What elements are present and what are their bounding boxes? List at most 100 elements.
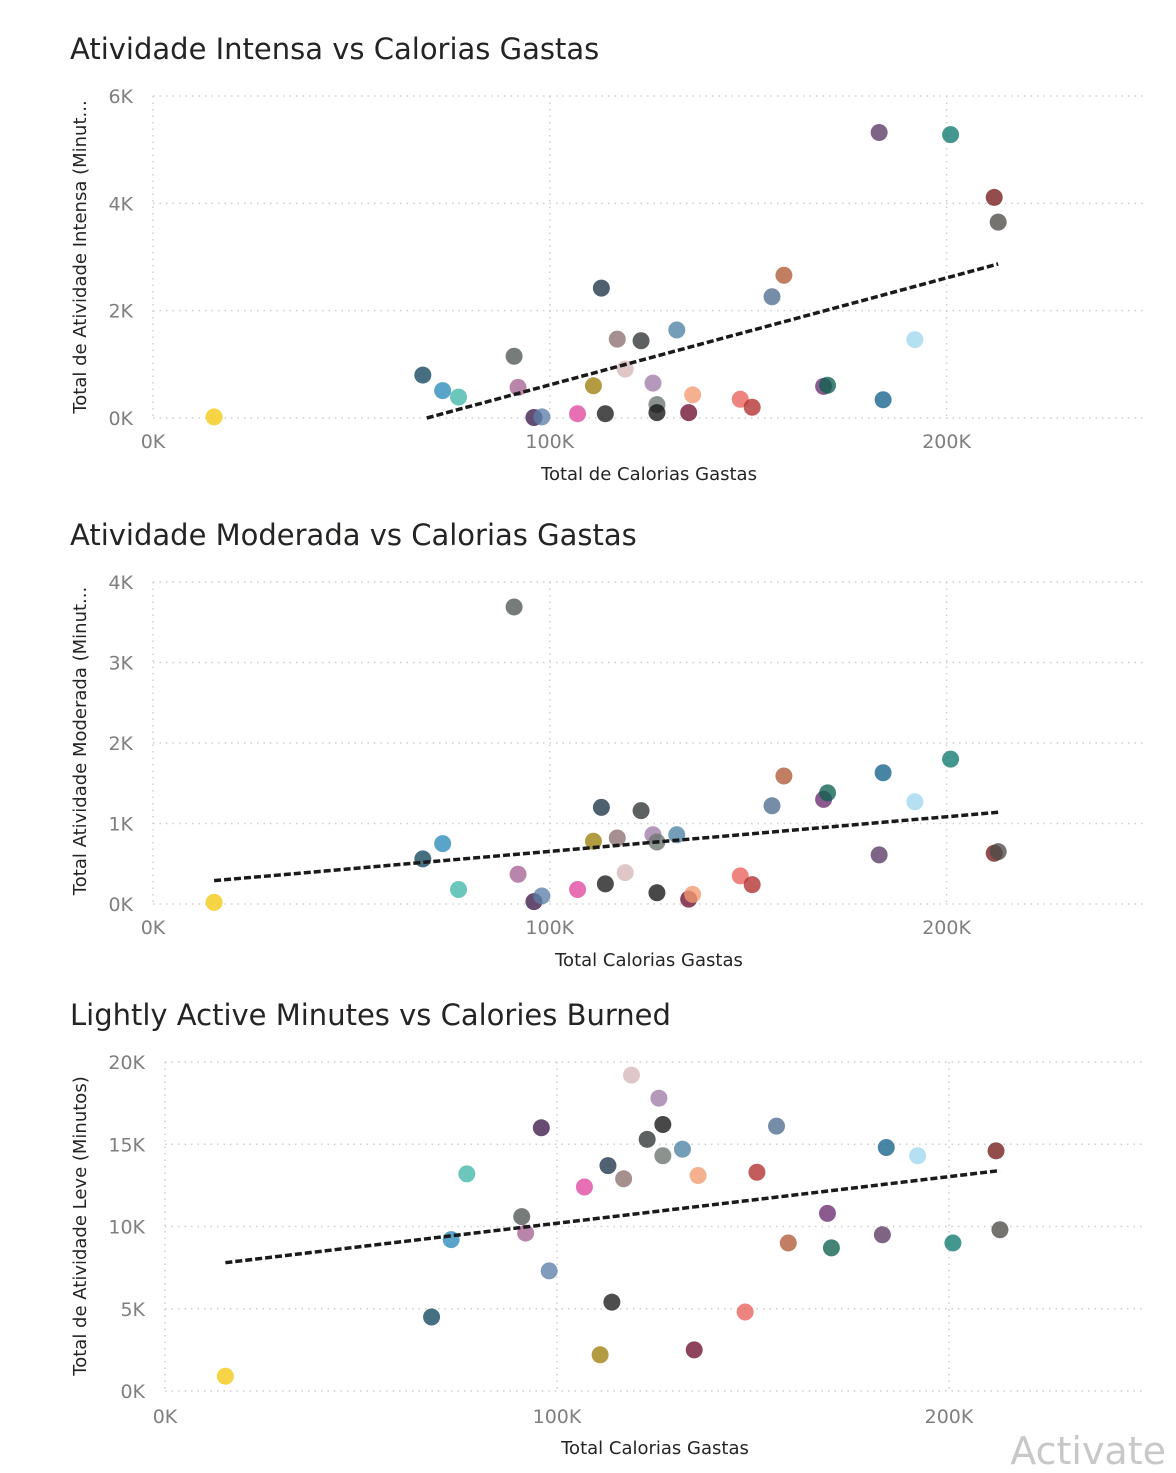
scatter-point[interactable] xyxy=(434,835,452,853)
scatter-point[interactable] xyxy=(648,404,666,422)
scatter-point[interactable] xyxy=(775,767,793,785)
scatter-point[interactable] xyxy=(689,1167,707,1185)
scatter-point[interactable] xyxy=(205,893,223,911)
scatter-point[interactable] xyxy=(216,1367,234,1385)
scatter-point[interactable] xyxy=(818,1204,836,1222)
scatter-point[interactable] xyxy=(736,1303,754,1321)
y-tick-label: 2K xyxy=(108,301,133,323)
scatter-point[interactable] xyxy=(987,1142,1005,1160)
intense-activity-chart: Atividade Intensa vs Calorias Gastas 0K 2… xyxy=(0,0,1176,490)
scatter-point[interactable] xyxy=(517,1224,535,1242)
scatter-point[interactable] xyxy=(596,405,614,423)
scatter-point[interactable] xyxy=(874,391,892,409)
scatter-point[interactable] xyxy=(569,881,587,899)
scatter-point[interactable] xyxy=(775,266,793,284)
scatter-point[interactable] xyxy=(685,1341,703,1359)
scatter-point[interactable] xyxy=(731,867,749,885)
scatter-point[interactable] xyxy=(906,793,924,811)
scatter-point[interactable] xyxy=(414,850,432,868)
scatter-point[interactable] xyxy=(991,1221,1009,1239)
scatter-point[interactable] xyxy=(743,398,761,416)
scatter-point[interactable] xyxy=(748,1163,766,1181)
x-tick-label: 0K xyxy=(141,431,166,453)
scatter-point[interactable] xyxy=(450,388,468,406)
scatter-point[interactable] xyxy=(505,598,523,616)
scatter-point[interactable] xyxy=(942,750,960,768)
scatter-point[interactable] xyxy=(608,330,626,348)
scatter-point[interactable] xyxy=(768,1117,786,1135)
scatter-point[interactable] xyxy=(874,764,892,782)
scatter-point[interactable] xyxy=(684,386,702,404)
scatter-point[interactable] xyxy=(819,784,837,802)
scatter-point[interactable] xyxy=(569,405,587,423)
scatter-point[interactable] xyxy=(434,382,452,400)
scatter-point[interactable] xyxy=(608,829,626,847)
scatter-point[interactable] xyxy=(909,1147,927,1165)
scatter-point[interactable] xyxy=(414,366,432,384)
scatter-point[interactable] xyxy=(873,1226,891,1244)
scatter-point[interactable] xyxy=(603,1293,621,1311)
scatter-point[interactable] xyxy=(584,377,602,395)
scatter-point[interactable] xyxy=(779,1234,797,1252)
y-tick-label: 0K xyxy=(120,1381,145,1403)
scatter-point[interactable] xyxy=(944,1234,962,1252)
chart-title: Atividade Moderada vs Calorias Gastas xyxy=(70,518,637,552)
scatter-point[interactable] xyxy=(985,188,1003,206)
scatter-point[interactable] xyxy=(513,1208,531,1226)
moderate-activity-plot: 0K 1K 2K 3K 4K 0K 100K 200K Total Calorias Gasta… xyxy=(70,572,1145,971)
scatter-point[interactable] xyxy=(684,885,702,903)
scatter-point[interactable] xyxy=(575,1178,593,1196)
scatter-point[interactable] xyxy=(650,1089,668,1107)
scatter-point[interactable] xyxy=(763,288,781,306)
scatter-point[interactable] xyxy=(458,1165,476,1183)
scatter-point[interactable] xyxy=(540,1262,558,1280)
scatter-point[interactable] xyxy=(596,875,614,893)
scatter-point[interactable] xyxy=(533,408,551,426)
x-tick-label: 100K xyxy=(525,431,574,453)
y-tick-label: 20K xyxy=(108,1052,145,1074)
scatter-point[interactable] xyxy=(673,1140,691,1158)
y-axis-label: Total de Atividade Intensa (Minut... xyxy=(70,100,91,414)
x-tick-label: 200K xyxy=(922,431,971,453)
scatter-point[interactable] xyxy=(644,374,662,392)
scatter-point[interactable] xyxy=(632,332,650,350)
scatter-point[interactable] xyxy=(450,881,468,899)
scatter-point[interactable] xyxy=(822,1239,840,1257)
scatter-point[interactable] xyxy=(599,1157,617,1175)
scatter-point[interactable] xyxy=(654,1147,672,1165)
scatter-point[interactable] xyxy=(505,347,523,365)
scatter-point[interactable] xyxy=(906,331,924,349)
chart-title: Lightly Active Minutes vs Calories Burne… xyxy=(70,998,671,1032)
scatter-point[interactable] xyxy=(533,887,551,905)
scatter-point[interactable] xyxy=(638,1130,656,1148)
scatter-point[interactable] xyxy=(509,865,527,883)
scatter-point[interactable] xyxy=(205,408,223,426)
scatter-point[interactable] xyxy=(731,390,749,408)
scatter-point[interactable] xyxy=(763,797,781,815)
scatter-point[interactable] xyxy=(532,1119,550,1137)
scatter-point[interactable] xyxy=(680,404,698,422)
scatter-point[interactable] xyxy=(423,1308,441,1326)
scatter-point[interactable] xyxy=(942,126,960,144)
scatter-point[interactable] xyxy=(877,1139,895,1157)
scatter-point[interactable] xyxy=(989,843,1007,861)
scatter-point[interactable] xyxy=(870,846,888,864)
scatter-point[interactable] xyxy=(648,884,666,902)
scatter-point[interactable] xyxy=(870,123,888,141)
y-tick-label: 10K xyxy=(108,1217,145,1239)
scatter-point[interactable] xyxy=(743,876,761,894)
scatter-point[interactable] xyxy=(591,1346,609,1364)
scatter-point[interactable] xyxy=(592,798,610,816)
y-tick-label: 1K xyxy=(108,814,133,836)
scatter-point[interactable] xyxy=(592,279,610,297)
scatter-point[interactable] xyxy=(989,213,1007,231)
scatter-point[interactable] xyxy=(509,378,527,396)
scatter-point[interactable] xyxy=(615,1170,633,1188)
x-tick-label: 200K xyxy=(922,917,971,939)
scatter-point[interactable] xyxy=(819,376,837,394)
scatter-point[interactable] xyxy=(654,1116,672,1134)
scatter-point[interactable] xyxy=(668,321,686,339)
scatter-point[interactable] xyxy=(622,1066,640,1084)
scatter-point[interactable] xyxy=(616,864,634,882)
scatter-point[interactable] xyxy=(632,802,650,820)
